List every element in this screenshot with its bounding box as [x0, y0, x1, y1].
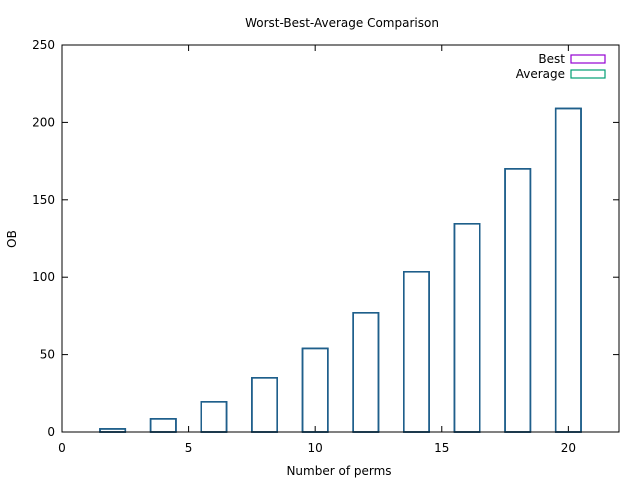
bar-series-1-12	[352, 312, 380, 433]
y-tick-label: 100	[32, 270, 55, 284]
bar-series-2-8	[251, 377, 278, 433]
bar-series-2-20	[554, 107, 582, 433]
bar-series-2-16	[453, 223, 481, 433]
bar-series-2-10	[301, 347, 329, 433]
x-tick-label: 5	[185, 441, 193, 455]
bar-series-1-8	[251, 377, 278, 433]
bar-series-2-12	[352, 312, 380, 433]
x-tick-label: 10	[308, 441, 323, 455]
y-tick-label: 150	[32, 193, 55, 207]
bars	[99, 107, 582, 433]
axis-ticks: 0 50 100 150 200 250 0 5 10 15 20	[32, 38, 619, 455]
legend-label: Average	[516, 67, 565, 81]
bar-series-1-4	[149, 418, 177, 433]
bar-series-1-6	[200, 401, 228, 433]
y-axis-label: OB	[5, 230, 19, 248]
y-tick-label: 200	[32, 115, 55, 129]
bar-series-0-10	[301, 347, 329, 433]
bar-series-1-18	[504, 168, 532, 433]
y-tick-label: 0	[47, 425, 55, 439]
x-tick-label: 20	[561, 441, 576, 455]
y-tick-label: 50	[40, 348, 55, 362]
x-tick-label: 0	[58, 441, 66, 455]
bar-series-0-20	[554, 107, 582, 433]
x-tick-label: 15	[434, 441, 449, 455]
legend-label: Best	[538, 52, 565, 66]
legend-swatch	[570, 69, 606, 79]
plot-frame	[61, 44, 620, 433]
bar-series-2-18	[504, 168, 532, 433]
bar-series-2-14	[403, 271, 430, 433]
bar-series-1-16	[453, 223, 481, 433]
bar-series-0-12	[352, 312, 380, 433]
x-axis-label: Number of perms	[286, 464, 391, 478]
chart-title: Worst-Best-Average Comparison	[245, 16, 439, 30]
bar-series-0-6	[200, 401, 228, 433]
bar-series-1-10	[301, 347, 329, 433]
bar-series-1-14	[403, 271, 430, 433]
bar-series-0-18	[504, 168, 532, 433]
bar-series-0-14	[403, 271, 430, 433]
bar-series-2-4	[149, 418, 177, 433]
bar-series-1-20	[554, 107, 582, 433]
y-tick-label: 250	[32, 38, 55, 52]
bar-series-0-8	[251, 377, 278, 433]
bar-series-0-4	[149, 418, 177, 433]
bar-series-2-6	[200, 401, 228, 433]
bar-series-0-16	[453, 223, 481, 433]
legend-swatch	[570, 54, 606, 64]
